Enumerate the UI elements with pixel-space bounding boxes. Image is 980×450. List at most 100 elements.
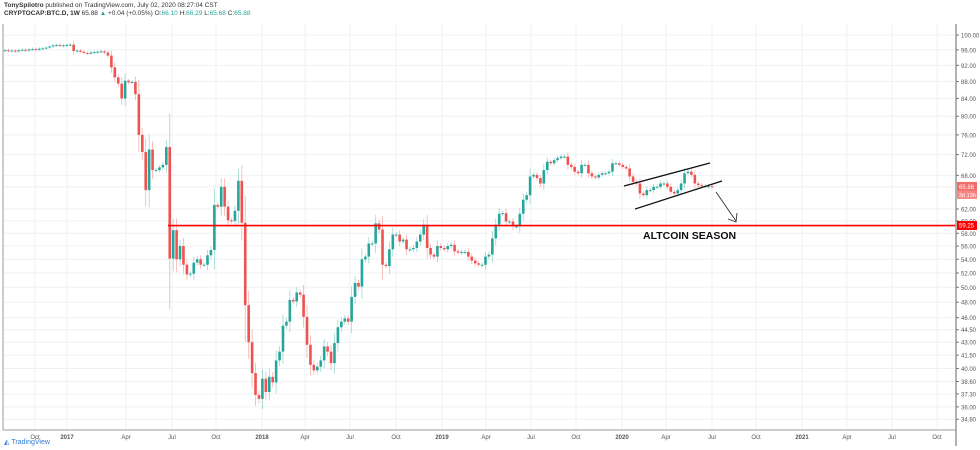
high-value: 66.29 [186, 10, 203, 17]
candle-body [700, 185, 704, 187]
candle-body [360, 259, 364, 287]
candle-body [446, 246, 450, 250]
candle-body [27, 49, 31, 51]
candle-body [487, 254, 491, 257]
candle-body [110, 55, 113, 68]
candle-body [175, 230, 178, 260]
candle-body [545, 161, 549, 171]
level-price-text: 59.25 [959, 224, 975, 230]
candle-body [497, 213, 501, 225]
candle-body [504, 213, 508, 222]
tradingview-logo-icon: ◭ [4, 439, 10, 446]
up-arrow-icon: ▲ [99, 10, 107, 17]
candle-body [17, 50, 21, 52]
candle-body [384, 264, 388, 267]
countdown-text: 3d 13h [959, 193, 976, 199]
candle-body [13, 50, 17, 52]
tradingview-logo[interactable]: ◭ TradingView [4, 438, 50, 447]
candle-body [381, 229, 384, 265]
candle-body [350, 296, 353, 322]
candle-body [525, 195, 528, 200]
candle-body [583, 164, 587, 166]
candle-body [556, 158, 559, 161]
candle-body [326, 346, 329, 352]
candle-body [501, 213, 504, 215]
low-label: L: [204, 10, 210, 17]
candle-body [456, 251, 460, 253]
candle-body [425, 224, 429, 249]
candle-body [182, 246, 185, 265]
candle-body [672, 191, 676, 194]
candle-body [261, 378, 264, 399]
candle-body [367, 243, 371, 257]
candle-body [233, 210, 237, 221]
candle-body [68, 44, 72, 46]
x-tick-label: Oct [932, 435, 942, 441]
candle-body [542, 170, 546, 184]
x-tick-label: 2019 [435, 435, 449, 441]
candle-body [508, 221, 511, 223]
y-tick-label: 72.00 [961, 153, 977, 159]
candle-body [62, 45, 65, 47]
candle-body [480, 264, 484, 266]
y-tick-label: 62.00 [961, 208, 977, 214]
candle-body [449, 244, 453, 247]
candle-body [120, 83, 123, 99]
x-tick-label: Jul [346, 435, 354, 441]
x-tick-label: 2020 [615, 435, 629, 441]
candle-body [206, 255, 209, 265]
candle-body [604, 173, 607, 175]
candle-body [443, 248, 446, 250]
candle-body [151, 149, 154, 171]
candle-body [322, 346, 326, 361]
candle-body [267, 376, 271, 393]
author-name[interactable]: TonySpilotro [4, 2, 44, 9]
y-tick-label: 36.00 [961, 405, 977, 411]
candle-body [140, 134, 144, 153]
candle-body [515, 226, 518, 228]
candle-body [370, 243, 374, 245]
candle-body [185, 264, 189, 275]
candle-body [298, 292, 302, 295]
candle-body [618, 163, 621, 165]
candle-body [662, 183, 666, 185]
low-value: 65.68 [209, 10, 226, 17]
symbol-label[interactable]: CRYPTOCAP:BTC.D, 1W [4, 10, 80, 17]
y-tick-label: 54.00 [961, 258, 977, 264]
candle-body [539, 178, 542, 184]
last-price-badge-text: 65.88 [959, 185, 975, 191]
candle-body [305, 316, 309, 345]
candle-body [192, 262, 196, 274]
candle-body [134, 81, 137, 95]
x-tick-label: Oct [751, 435, 761, 441]
candle-body [230, 220, 233, 222]
candle-body [103, 51, 106, 53]
candle-body [491, 238, 494, 255]
candle-body [669, 186, 673, 192]
candle-body [20, 49, 24, 51]
candle-body [113, 67, 117, 78]
candle-body [676, 190, 679, 194]
candle-body [631, 176, 635, 182]
candle-body [463, 251, 467, 253]
candle-body [38, 48, 41, 50]
candle-body [31, 49, 34, 51]
candle-body [44, 47, 48, 49]
candle-body [642, 193, 645, 196]
candle-body [343, 318, 347, 322]
candle-body [281, 325, 285, 352]
candle-body [223, 186, 226, 207]
publish-text: published on TradingView.com, July 02, 2… [45, 2, 218, 9]
candle-body [648, 190, 652, 192]
channel-lower-line [634, 180, 723, 210]
candle-body [75, 50, 79, 52]
candle-body [92, 52, 96, 54]
candle-body [569, 164, 573, 167]
candle-body [549, 161, 552, 164]
candle-body [364, 256, 367, 260]
candle-body [655, 186, 659, 188]
candle-body [199, 259, 202, 265]
candle-body [594, 176, 597, 178]
